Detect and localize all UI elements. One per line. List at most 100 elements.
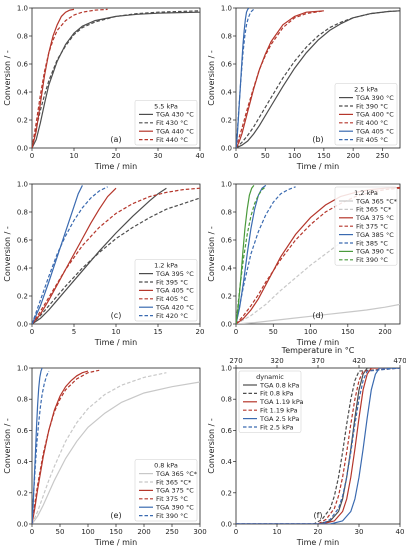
legend-entry: Fit 390 °C <box>356 256 388 264</box>
series-line <box>236 185 255 324</box>
y-tick-label: 0.4 <box>17 265 29 273</box>
y-tick-label: 0.2 <box>221 117 232 125</box>
series-line <box>236 368 400 524</box>
series-line <box>236 10 400 148</box>
legend-entry: TGA 365 °C* <box>155 470 198 478</box>
legend-entry: TGA 0.8 kPa <box>259 381 299 389</box>
panel-c: 0.0 0.2 0.4 0.6 0.8 1.0 0 5 10 15 20 Time / min Conv… <box>3 181 204 348</box>
panel-label: (c) <box>111 311 122 320</box>
y-tick-label: 0.0 <box>221 521 232 529</box>
y-tick-label: 0.8 <box>221 396 232 404</box>
y-tick-label: 1.0 <box>17 365 28 373</box>
legend-box <box>134 100 198 146</box>
legend-entry: TGA 390 °C <box>355 94 394 102</box>
series-line <box>32 186 108 324</box>
x-tick-label: 10 <box>112 328 121 336</box>
panel-label: (e) <box>110 511 121 520</box>
series-line <box>32 8 75 148</box>
x-axis-label: Time / min <box>296 338 339 347</box>
legend-entry: TGA 420 °C <box>155 304 194 312</box>
y-tick-label: 0.6 <box>17 237 29 245</box>
legend-entry: TGA 440 °C <box>155 128 194 136</box>
y-tick-label: 0.2 <box>17 293 28 301</box>
panel-e: 0.0 0.2 0.4 0.6 0.8 1.0 0 50 100 150 200 250 300 Time… <box>3 365 207 548</box>
legend-entry: TGA 405 °C <box>355 128 394 136</box>
top-x-tick-label: 470 <box>393 357 406 365</box>
y-tick-label: 0.0 <box>17 521 28 529</box>
legend-entry: Fit 375 °C <box>356 223 388 231</box>
series-line <box>32 10 200 148</box>
x-tick-label: 10 <box>70 152 79 160</box>
y-tick-label: 0.8 <box>17 209 28 217</box>
legend-entry: TGA 390 °C <box>355 248 394 256</box>
y-tick-label: 0.6 <box>17 427 29 435</box>
y-tick-label: 1.0 <box>17 181 28 189</box>
y-tick-label: 0.8 <box>17 396 28 404</box>
legend-title: 1.2 kPa <box>154 262 178 270</box>
series-line <box>32 369 100 524</box>
legend-title: 5.5 kPa <box>154 102 178 110</box>
legend-entry: TGA 375 °C <box>155 487 194 495</box>
x-tick-label: 0 <box>234 328 238 336</box>
y-tick-label: 1.0 <box>221 365 232 373</box>
y-tick-label: 0.0 <box>17 145 28 153</box>
series-line <box>236 368 400 524</box>
legend-entry: Fit 430 °C <box>156 119 188 127</box>
panel-f: 0.0 0.2 0.4 0.6 0.8 1.0 0 10 20 30 40 270 320 370 420 4… <box>207 346 406 547</box>
y-tick-label: 0.4 <box>17 458 29 466</box>
top-x-tick-label: 320 <box>270 357 283 365</box>
y-axis-label: Conversion / - <box>207 418 216 474</box>
legend-entry: TGA 2.5 kPa <box>259 415 299 423</box>
legend-title: 0.8 kPa <box>154 462 178 470</box>
legend-title: dynamic <box>256 373 284 381</box>
series-line <box>32 187 167 324</box>
legend-entry: Fit 365 °C* <box>356 206 392 214</box>
series-line <box>236 368 400 524</box>
x-tick-label: 30 <box>355 528 364 536</box>
series-line <box>236 8 255 148</box>
top-x-axis-label: Temperature in °C <box>281 346 355 355</box>
legend-entry: Fit 0.8 kPa <box>260 390 293 398</box>
x-tick-label: 150 <box>341 328 354 336</box>
y-tick-label: 0.6 <box>221 61 233 69</box>
plot-frame <box>235 7 401 149</box>
legend-entry: Fit 385 °C <box>356 239 388 247</box>
x-tick-label: 5 <box>72 328 76 336</box>
y-tick-label: 0.0 <box>17 321 28 329</box>
series-line <box>236 184 267 324</box>
series-line <box>32 11 200 148</box>
series-line <box>236 186 296 324</box>
x-tick-label: 0 <box>234 528 238 536</box>
x-tick-label: 40 <box>396 528 405 536</box>
top-x-tick-label: 270 <box>229 357 242 365</box>
legend-entry: Fit 405 °C <box>356 136 388 144</box>
x-tick-label: 0 <box>30 528 34 536</box>
panel-label: (a) <box>110 135 121 144</box>
series-line <box>32 381 200 524</box>
y-tick-label: 0.0 <box>221 321 232 329</box>
x-tick-label: 50 <box>269 328 278 336</box>
legend-title: 2.5 kPa <box>354 86 378 94</box>
x-tick-label: 50 <box>261 152 270 160</box>
legend-entry: TGA 390 °C <box>155 504 194 512</box>
x-tick-label: 100 <box>288 152 301 160</box>
legend-entry: Fit 390 °C <box>156 512 188 520</box>
legend-entry: Fit 375 °C <box>156 495 188 503</box>
series-line <box>32 368 43 524</box>
y-axis-label: Conversion / - <box>3 226 12 282</box>
x-tick-label: 10 <box>273 528 282 536</box>
panel-label: (d) <box>312 311 323 320</box>
top-x-tick-label: 420 <box>352 357 365 365</box>
y-axis-label: Conversion / - <box>207 50 216 106</box>
x-axis-label: Time / min <box>296 162 339 171</box>
series-group <box>32 8 200 148</box>
x-tick-label: 250 <box>376 152 389 160</box>
legend-entry: Fit 420 °C <box>156 312 188 320</box>
series-line <box>236 186 267 324</box>
y-tick-label: 0.2 <box>17 489 28 497</box>
x-tick-label: 0 <box>234 152 238 160</box>
